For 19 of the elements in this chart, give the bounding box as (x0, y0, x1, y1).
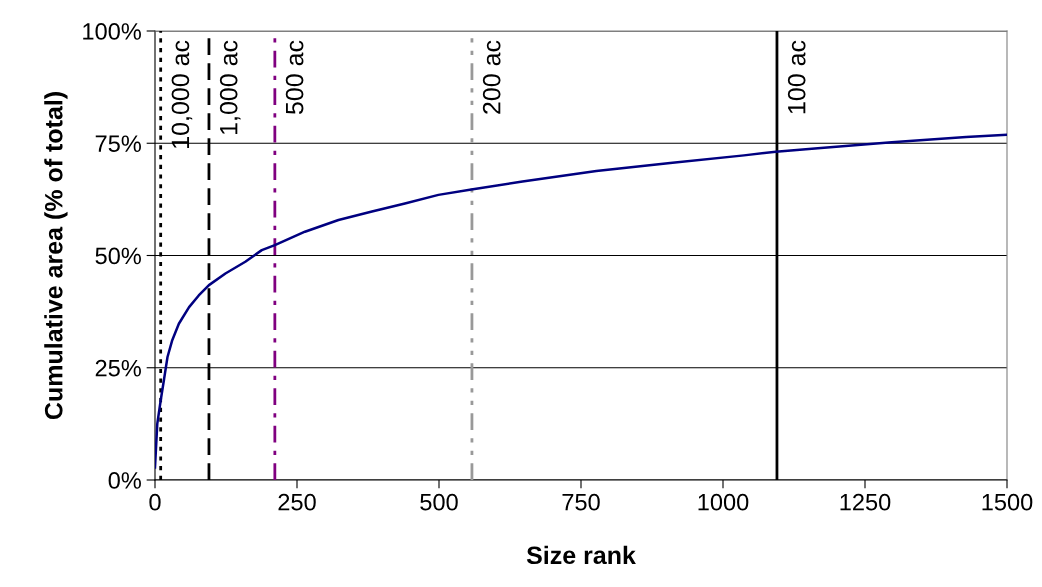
y-tick-label: 0% (108, 472, 141, 489)
y-tick-label: 75% (95, 135, 141, 153)
x-tick-label: 500 (420, 493, 458, 511)
y-tick-label: 100% (83, 23, 141, 40)
x-tick-label: 0 (149, 493, 161, 511)
x-tick-label: 1250 (840, 493, 891, 511)
x-axis-title: Size rank (526, 545, 636, 565)
x-tick-label: 1500 (982, 493, 1033, 511)
ref-line-label: 10,000 ac (171, 40, 193, 148)
y-tick-label: 50% (95, 247, 141, 265)
y-tick-label: 25% (95, 359, 141, 377)
x-tick-label: 1000 (698, 493, 749, 511)
x-tick-label: 750 (562, 493, 600, 511)
ref-line-label: 200 ac (482, 40, 501, 114)
x-tick-label: 250 (278, 493, 316, 511)
y-axis-title: Cumulative area (% of total) (44, 92, 68, 420)
ref-line-label: 500 ac (285, 40, 304, 115)
ref-line-label: 100 ac (787, 40, 806, 114)
ref-line-label: 1,000 ac (219, 40, 241, 134)
